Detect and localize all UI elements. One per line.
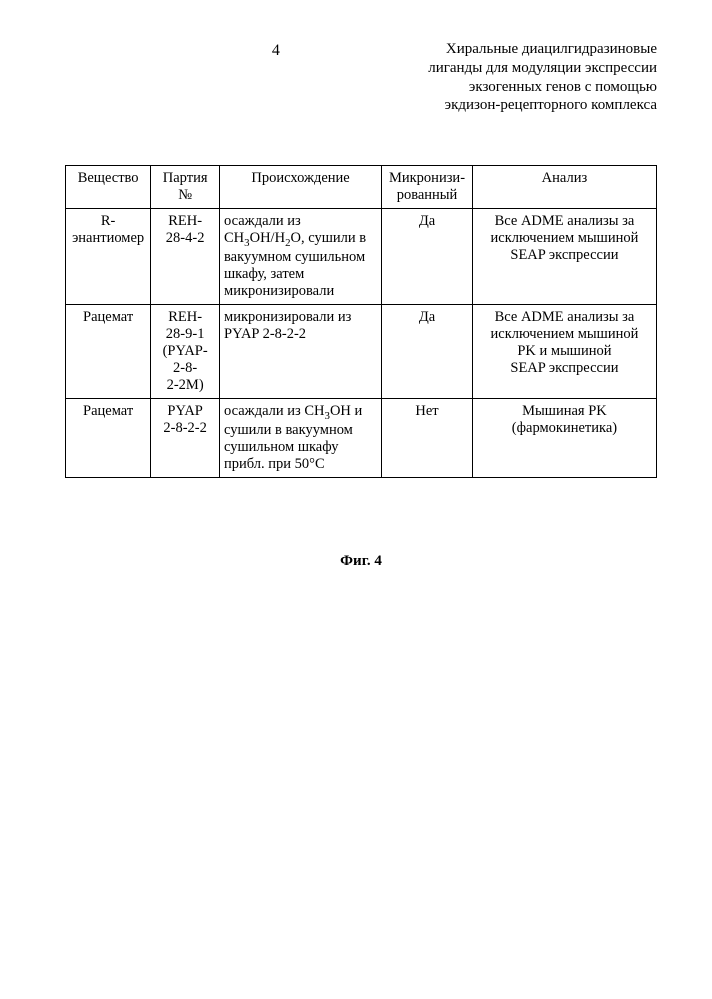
page-root: 4 Хиральные диацилгидразиновыелиганды дл… <box>0 0 712 999</box>
cell-origin: микронизировали из PYAP 2-8-2-2 <box>220 304 382 398</box>
col-header-micronized: Микронизи-рованный <box>382 166 473 209</box>
data-table: Вещество Партия№ Происхождение Микронизи… <box>65 165 657 478</box>
table-body: R-энантиомерREH-28-4-2осаждали из CH3OH/… <box>66 209 657 478</box>
cell-batch: REH-28-4-2 <box>151 209 220 305</box>
cell-origin: осаждали из CH3OH и сушили в вакуумном с… <box>220 398 382 477</box>
cell-micronized: Да <box>382 209 473 305</box>
cell-analysis: Мышиная PK(фармокинетика) <box>472 398 656 477</box>
cell-substance: R-энантиомер <box>66 209 151 305</box>
cell-substance: Рацемат <box>66 304 151 398</box>
cell-micronized: Да <box>382 304 473 398</box>
table-header-row: Вещество Партия№ Происхождение Микронизи… <box>66 166 657 209</box>
col-header-analysis: Анализ <box>472 166 656 209</box>
table-row: РацематREH-28-9-1(PYAP-2-8-2-2M)микрониз… <box>66 304 657 398</box>
header-title: Хиральные диацилгидразиновыелиганды для … <box>357 40 657 115</box>
cell-batch: PYAP2-8-2-2 <box>151 398 220 477</box>
col-header-origin: Происхождение <box>220 166 382 209</box>
figure-caption: Фиг. 4 <box>65 553 657 570</box>
cell-analysis: Все ADME анализы заисключением мышинойPK… <box>472 304 656 398</box>
cell-origin: осаждали из CH3OH/H2O, сушили в вакуумно… <box>220 209 382 305</box>
cell-micronized: Нет <box>382 398 473 477</box>
table-row: R-энантиомерREH-28-4-2осаждали из CH3OH/… <box>66 209 657 305</box>
table-row: РацематPYAP2-8-2-2осаждали из CH3OH и су… <box>66 398 657 477</box>
page-header: 4 Хиральные диацилгидразиновыелиганды дл… <box>65 40 657 115</box>
cell-analysis: Все ADME анализы заисключением мышинойSE… <box>472 209 656 305</box>
page-number: 4 <box>65 40 357 60</box>
cell-substance: Рацемат <box>66 398 151 477</box>
col-header-substance: Вещество <box>66 166 151 209</box>
col-header-batch: Партия№ <box>151 166 220 209</box>
cell-batch: REH-28-9-1(PYAP-2-8-2-2M) <box>151 304 220 398</box>
